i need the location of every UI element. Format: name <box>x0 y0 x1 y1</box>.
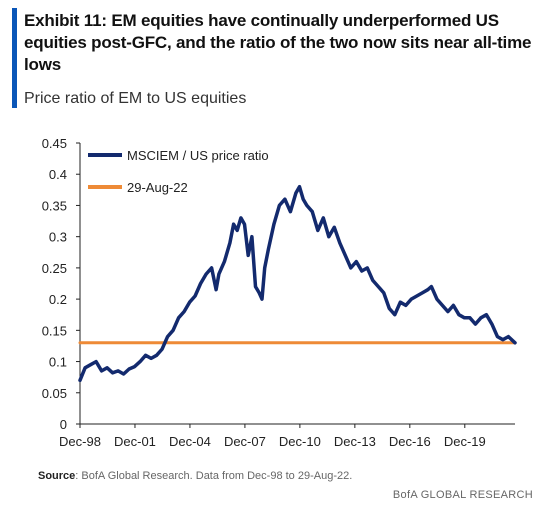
x-tick-label: Dec-04 <box>169 434 211 449</box>
exhibit-title: Exhibit 11: EM equities have continually… <box>24 11 532 74</box>
title-accent-bar <box>12 8 17 108</box>
x-tick-label: Dec-01 <box>114 434 156 449</box>
y-tick-label: 0.45 <box>42 136 67 151</box>
y-tick-label: 0.35 <box>42 198 67 213</box>
x-tick-label: Dec-98 <box>59 434 101 449</box>
legend-label-1: 29-Aug-22 <box>127 180 188 195</box>
y-tick-label: 0.1 <box>49 355 67 370</box>
source-text: : BofA Global Research. Data from Dec-98… <box>75 470 353 482</box>
footer-brand: BofA GLOBAL RESEARCH <box>392 489 533 501</box>
x-tick-label: Dec-07 <box>224 434 266 449</box>
x-tick-label: Dec-16 <box>389 434 431 449</box>
x-tick-label: Dec-10 <box>279 434 321 449</box>
series-line-msciem-us-ratio <box>78 184 517 383</box>
source-label: Source <box>38 470 76 482</box>
y-tick-label: 0.25 <box>42 261 67 276</box>
legend-label-0: MSCIEM / US price ratio <box>127 148 269 163</box>
y-tick-label: 0.15 <box>42 323 67 338</box>
y-tick-label: 0.2 <box>49 292 67 307</box>
x-tick-label: Dec-19 <box>444 434 486 449</box>
y-tick-label: 0.3 <box>49 230 67 245</box>
price-ratio-chart: 0 0.05 0.1 0.15 0.2 0.25 0.3 0.35 0.4 0.45 Dec-98 D… <box>42 136 517 449</box>
x-tick-label: Dec-13 <box>334 434 376 449</box>
source-note: Source: BofA Global Research. Data from … <box>38 470 352 482</box>
y-tick-label: 0 <box>60 417 67 432</box>
y-tick-label: 0.05 <box>42 386 67 401</box>
y-tick-label: 0.4 <box>49 167 67 182</box>
exhibit-subtitle: Price ratio of EM to US equities <box>24 90 247 107</box>
